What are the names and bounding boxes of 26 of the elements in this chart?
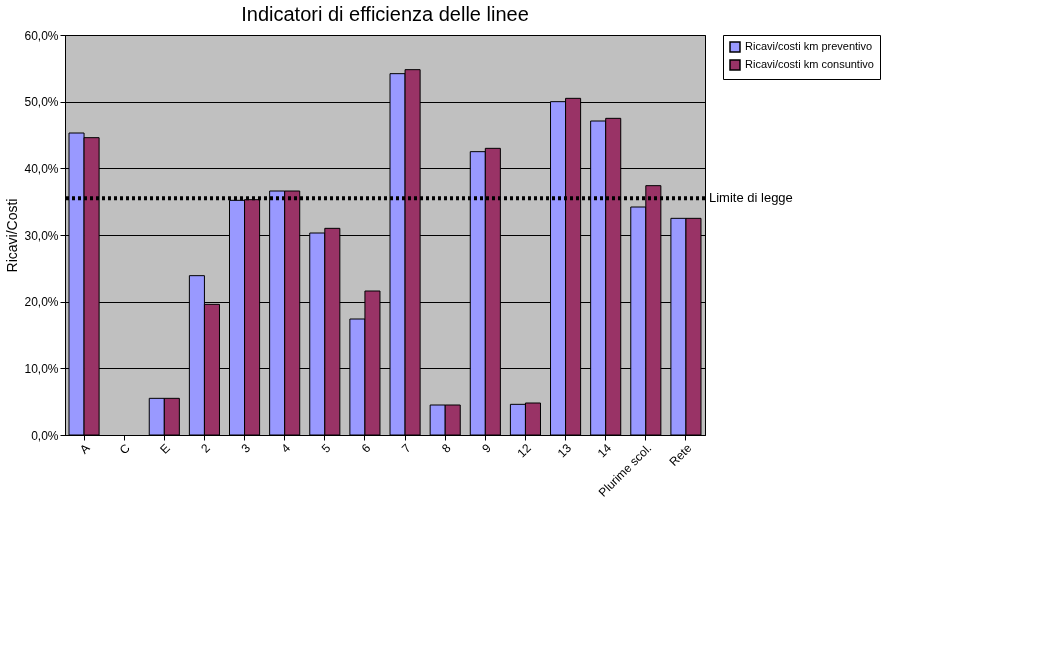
x-tick-label: E: [157, 441, 173, 457]
ref-line-label: Limite di legge: [709, 190, 793, 206]
x-tick-label: 2: [198, 440, 214, 456]
x-tick-label: 5: [318, 440, 334, 456]
legend-label: Ricavi/costi km consuntivo: [745, 58, 874, 70]
y-tick-label: 60,0%: [24, 28, 59, 43]
x-tick-label: 6: [358, 440, 374, 456]
y-tick-label: 20,0%: [24, 295, 59, 310]
y-tick-label: 40,0%: [24, 161, 59, 176]
x-tick-label: 12: [514, 440, 535, 461]
y-tick-label: 50,0%: [24, 95, 59, 110]
y-axis-title: Ricavi/Costi: [4, 198, 21, 273]
x-tick-label: 8: [439, 440, 454, 456]
x-tick-label: A: [76, 441, 93, 457]
y-tick-label: 30,0%: [24, 228, 59, 243]
x-tick-label: 14: [594, 440, 615, 461]
x-tick-label: 7: [398, 440, 414, 456]
x-tick-label: 3: [238, 440, 254, 456]
x-tick-label: 13: [554, 440, 575, 461]
chart-title: Indicatori di efficienza delle linee: [241, 3, 529, 25]
legend-label: Ricavi/costi km preventivo: [745, 40, 873, 52]
y-tick-label: 0,0%: [31, 428, 59, 443]
x-tick-label: C: [116, 440, 133, 458]
y-tick-label: 10,0%: [24, 361, 59, 376]
x-tick-label: 4: [278, 440, 294, 456]
x-tick-label: 9: [479, 440, 495, 456]
